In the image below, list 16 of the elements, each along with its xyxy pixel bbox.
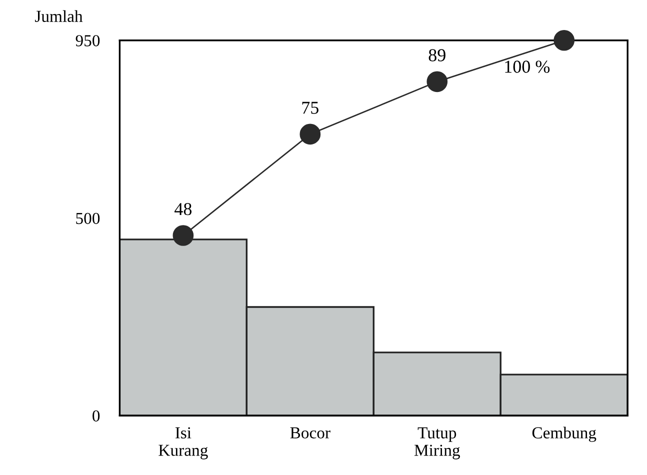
point: [426, 71, 448, 92]
y-tick-label: 950: [76, 35, 100, 46]
y-tick-label: 500: [76, 212, 100, 224]
x-tick-label: Isi Kurang: [158, 427, 208, 460]
y-axis-title: Jumlah: [35, 10, 83, 22]
data-label: 75: [302, 102, 318, 114]
point: [300, 124, 321, 145]
data-label: 100 %: [505, 60, 550, 73]
data-label: 48: [174, 202, 192, 216]
data-label: 89: [428, 49, 446, 62]
point: [172, 225, 194, 246]
x-tick-label: Cembung: [532, 426, 596, 442]
y-tick-label: 0: [92, 410, 100, 422]
x-tick-label: Tutup Miring: [414, 427, 460, 460]
x-tick-label: Bocor: [290, 427, 330, 438]
point: [554, 30, 575, 51]
